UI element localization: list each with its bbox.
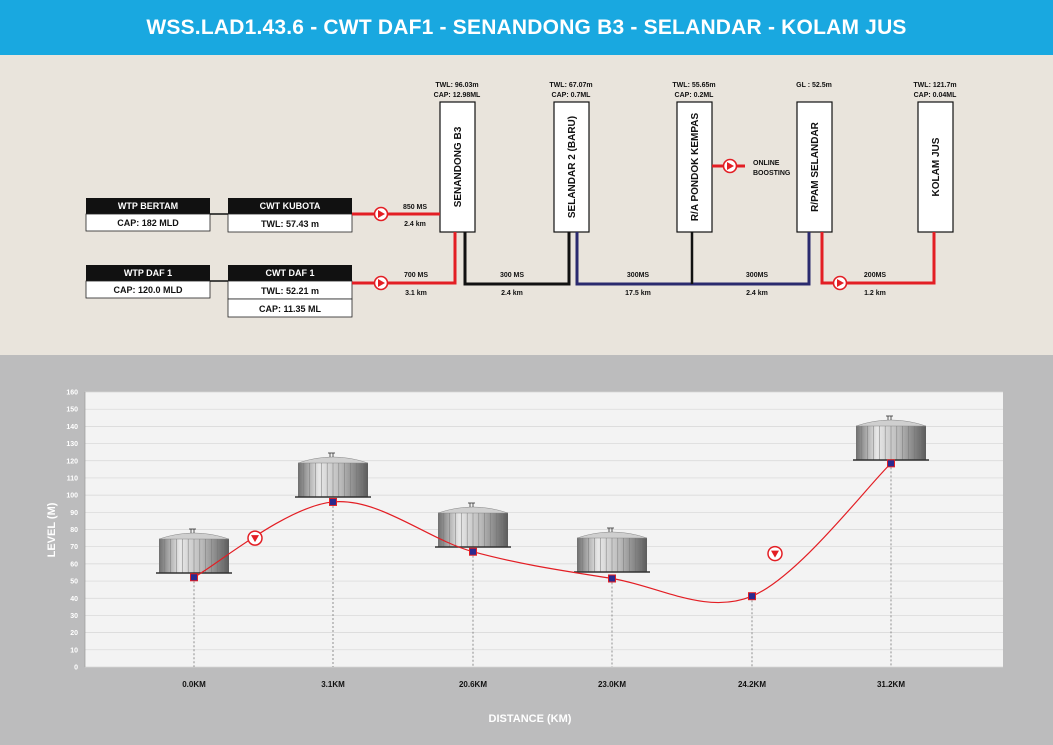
x-tick-label: 31.2KM	[877, 680, 905, 689]
pipe-200ms	[820, 232, 936, 285]
y-tick-label: 130	[66, 441, 78, 448]
pump-icon	[722, 158, 738, 174]
tower-info: CAP: 0.04ML	[914, 92, 958, 99]
header-bar	[0, 0, 1053, 55]
pipe-size: 300MS	[746, 272, 769, 279]
cwt-info: TWL: 52.21 m	[261, 286, 319, 296]
source-header	[86, 265, 210, 281]
data-point	[329, 497, 337, 506]
pipe-length: 2.4 km	[501, 290, 523, 297]
tower-label: R/A PONDOK KEMPAS	[690, 113, 701, 222]
y-tick-label: 140	[66, 424, 78, 431]
pump-icon	[373, 206, 389, 222]
tower-box	[439, 101, 476, 233]
pipe-length: 17.5 km	[625, 290, 651, 297]
cwt-info: CAP: 11.35 ML	[259, 304, 322, 314]
x-tick-label: 0.0KM	[182, 680, 206, 689]
cwt-info: TWL: 57.43 m	[261, 219, 319, 229]
y-tick-label: 100	[66, 493, 78, 500]
x-tick-label: 23.0KM	[598, 680, 626, 689]
pump-icon	[373, 275, 389, 291]
cwt-info-box	[227, 213, 353, 233]
tank-icon	[295, 452, 371, 498]
pipe-length: 3.1 km	[405, 290, 427, 297]
tower-info: TWL: 96.03m	[435, 82, 478, 89]
tower-box	[917, 101, 954, 233]
cwt-info-box	[227, 298, 353, 318]
y-tick-label: 30	[70, 613, 78, 620]
tower-info: TWL: 121.7m	[913, 82, 956, 89]
pipe-length: 2.4 km	[746, 290, 768, 297]
pipe-size: 200MS	[864, 272, 887, 279]
source-name: WTP BERTAM	[118, 201, 178, 211]
pump-icon	[247, 530, 263, 546]
source-header	[86, 198, 210, 214]
source-cap-box	[85, 213, 211, 232]
cwt-header	[228, 265, 352, 281]
pipe-length: 1.2 km	[864, 290, 886, 297]
y-tick-label: 50	[70, 579, 78, 586]
tower-info: GL : 52.5m	[796, 82, 832, 89]
tower-box	[553, 101, 590, 233]
x-tick-label: 24.2KM	[738, 680, 766, 689]
y-tick-label: 80	[70, 527, 78, 534]
data-point	[887, 459, 895, 468]
x-axis-title: DISTANCE (KM)	[489, 713, 572, 725]
y-axis-title: LEVEL (M)	[46, 502, 58, 557]
cwt-header	[228, 198, 352, 214]
pipe-length: 2.4 km	[404, 221, 426, 228]
pump-icon	[767, 545, 783, 562]
tower-info: CAP: 0.2ML	[675, 92, 715, 99]
y-tick-label: 40	[70, 596, 78, 603]
data-point	[748, 592, 756, 601]
y-tick-label: 60	[70, 561, 78, 568]
pipe-size: 300 MS	[500, 272, 524, 279]
tower-label: SENANDONG B3	[453, 126, 464, 207]
hydraulic-profile-line	[193, 462, 892, 604]
x-tick-label: 3.1KM	[321, 680, 345, 689]
y-tick-label: 110	[67, 475, 78, 482]
tower-box	[676, 101, 713, 233]
pipe-size: 850 MS	[403, 204, 427, 211]
tank-icon	[853, 415, 929, 461]
data-point	[190, 573, 198, 582]
y-tick-label: 10	[70, 647, 78, 654]
tank-icon	[156, 528, 232, 574]
tower-info: TWL: 55.65m	[672, 82, 715, 89]
page-title: WSS.LAD1.43.6 - CWT DAF1 - SENANDONG B3 …	[146, 16, 907, 39]
y-tick-label: 20	[70, 630, 78, 637]
data-point	[608, 574, 616, 583]
data-point	[469, 547, 477, 556]
tower-info: CAP: 0.7ML	[552, 92, 592, 99]
cwt-name: CWT DAF 1	[266, 268, 315, 278]
source-name: WTP DAF 1	[124, 268, 172, 278]
pipe-size: 700 MS	[404, 272, 428, 279]
online-boosting-label: ONLINE	[753, 160, 780, 167]
y-tick-label: 160	[66, 390, 78, 397]
pipe-senandong-selandar	[463, 232, 571, 286]
tower-box	[796, 101, 833, 233]
tank-icon	[574, 527, 650, 573]
y-tick-label: 70	[70, 544, 78, 551]
pipe-size: 300MS	[627, 272, 650, 279]
tower-info: TWL: 67.07m	[549, 82, 592, 89]
x-tick-label: 20.6KM	[459, 680, 487, 689]
y-tick-label: 90	[70, 510, 78, 517]
tank-icon	[435, 502, 511, 548]
y-tick-label: 120	[66, 458, 78, 465]
source-cap: CAP: 182 MLD	[117, 218, 179, 228]
tower-label: KOLAM JUS	[931, 137, 942, 196]
y-tick-label: 150	[66, 407, 78, 414]
cwt-name: CWT KUBOTA	[260, 201, 321, 211]
source-cap: CAP: 120.0 MLD	[113, 285, 183, 295]
y-tick-label: 0	[74, 665, 78, 672]
tower-label: R/PAM SELANDAR	[810, 121, 821, 212]
online-boosting-label: BOOSTING	[753, 170, 791, 177]
source-cap-box	[85, 280, 211, 299]
tower-info: CAP: 12.98ML	[434, 92, 481, 99]
tower-label: SELANDAR 2 (BARU)	[567, 116, 578, 218]
pump-icon	[832, 275, 848, 291]
